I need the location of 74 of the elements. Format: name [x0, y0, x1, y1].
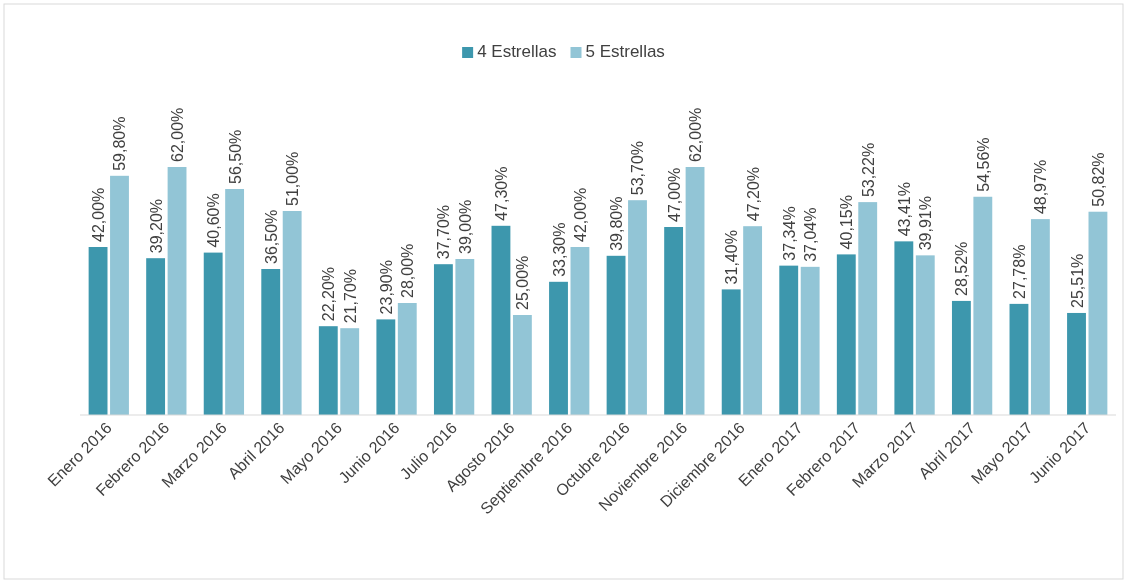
- data-label: 53,22%: [859, 142, 877, 198]
- bar: [836, 254, 856, 415]
- bar: [491, 225, 511, 415]
- data-label: 37,34%: [780, 206, 798, 261]
- data-label: 54,56%: [974, 137, 992, 192]
- data-label: 37,04%: [802, 207, 820, 262]
- data-label: 62,00%: [687, 107, 705, 162]
- data-label: 50,82%: [1089, 152, 1107, 207]
- bar: [858, 202, 878, 415]
- data-label: 21,70%: [341, 268, 359, 324]
- data-label: 47,00%: [665, 167, 683, 222]
- data-label: 51,00%: [284, 151, 302, 206]
- data-label: 47,20%: [744, 166, 762, 222]
- bar: [973, 196, 993, 415]
- bar: [685, 167, 705, 415]
- data-label: 31,40%: [723, 230, 741, 285]
- bar: [397, 303, 417, 415]
- bar: [282, 211, 302, 415]
- bar: [721, 289, 741, 415]
- bar: [800, 266, 820, 415]
- data-label: 27,78%: [1010, 244, 1028, 299]
- bar: [203, 252, 223, 415]
- data-label: 37,70%: [435, 204, 453, 260]
- bar: [146, 258, 166, 415]
- bar: [512, 315, 532, 415]
- bar: [433, 264, 453, 415]
- bar: [606, 255, 626, 415]
- bar: [1067, 312, 1086, 415]
- bar: [261, 269, 281, 415]
- bar: [318, 326, 338, 415]
- data-label: 53,70%: [629, 140, 647, 196]
- data-label: 43,41%: [895, 182, 913, 237]
- bar: [455, 259, 475, 415]
- bar: [340, 328, 360, 415]
- data-label: 22,20%: [320, 266, 338, 322]
- data-label: 40,15%: [838, 195, 856, 250]
- data-label: 28,52%: [953, 241, 971, 296]
- data-label: 42,00%: [571, 187, 589, 242]
- bar: [1009, 303, 1029, 415]
- data-label: 40,60%: [205, 193, 223, 248]
- data-label: 25,00%: [514, 255, 532, 310]
- legend-label: 5 Estrellas: [585, 42, 665, 61]
- data-label: 25,51%: [1068, 253, 1086, 308]
- bar: [1088, 211, 1108, 415]
- legend-label: 4 Estrellas: [477, 42, 557, 61]
- data-label: 39,20%: [147, 198, 165, 254]
- bar: [167, 167, 187, 415]
- data-label: 28,00%: [399, 243, 417, 298]
- bar: [915, 255, 935, 415]
- data-label: 39,00%: [456, 199, 474, 254]
- data-label: 39,80%: [608, 196, 626, 251]
- data-label: 36,50%: [262, 209, 280, 264]
- data-label: 33,30%: [550, 222, 568, 277]
- data-label: 47,30%: [492, 166, 510, 221]
- bar: [570, 247, 590, 415]
- data-label: 39,91%: [917, 196, 935, 251]
- data-label: 56,50%: [226, 129, 244, 184]
- bar: [743, 226, 763, 415]
- data-label: 59,80%: [111, 116, 129, 171]
- data-label: 23,90%: [377, 260, 395, 315]
- bar: [376, 319, 396, 415]
- bar: [88, 247, 108, 415]
- bar: [225, 189, 245, 415]
- bar: [951, 300, 971, 415]
- data-label: 42,00%: [90, 187, 108, 242]
- bar: [110, 175, 129, 415]
- bar: [894, 241, 914, 415]
- data-label: 48,97%: [1032, 159, 1050, 215]
- data-label: 62,00%: [169, 107, 187, 162]
- bar: [1030, 219, 1050, 415]
- bar: [779, 265, 799, 415]
- bar: [549, 281, 568, 415]
- bar: [664, 227, 684, 415]
- bar: [628, 200, 647, 415]
